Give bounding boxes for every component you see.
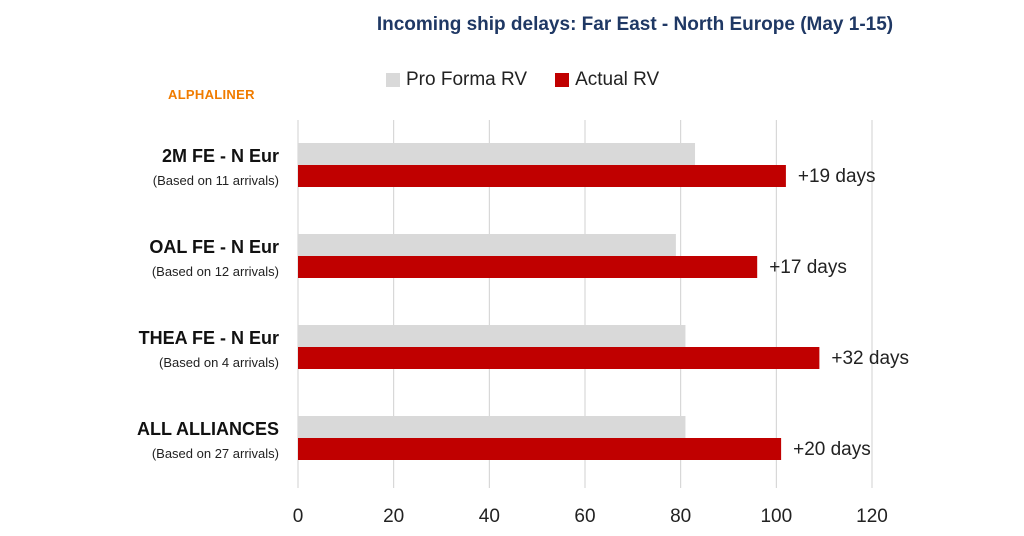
bar-pro-forma bbox=[298, 416, 686, 438]
bar-actual bbox=[298, 256, 758, 278]
category-label: OAL FE - N Eur bbox=[149, 237, 279, 257]
category-note: (Based on 11 arrivals) bbox=[153, 173, 279, 188]
x-tick-label: 0 bbox=[293, 506, 304, 527]
legend-label-actual: Actual RV bbox=[575, 69, 660, 90]
bar-pro-forma bbox=[298, 143, 696, 165]
bar-actual bbox=[298, 438, 782, 460]
x-tick-label: 120 bbox=[856, 506, 888, 527]
brand-logo-text: ALPHALINER bbox=[168, 87, 255, 102]
x-tick-label: 100 bbox=[760, 506, 792, 527]
bar-pro-forma bbox=[298, 234, 676, 256]
bar-actual bbox=[298, 347, 820, 369]
legend-swatch-actual bbox=[555, 73, 570, 87]
legend-swatch-pro-forma bbox=[386, 73, 400, 87]
x-tick-label: 20 bbox=[383, 506, 404, 527]
data-label: +19 days bbox=[798, 166, 876, 187]
legend-item-actual: Actual RV bbox=[555, 69, 659, 91]
legend: Pro Forma RV Actual RV bbox=[386, 69, 659, 91]
category-label: THEA FE - N Eur bbox=[139, 328, 279, 348]
legend-label-pro-forma: Pro Forma RV bbox=[406, 69, 528, 90]
bar-actual bbox=[298, 165, 786, 187]
bar-pro-forma bbox=[298, 325, 686, 347]
data-label: +32 days bbox=[831, 348, 909, 369]
category-label: 2M FE - N Eur bbox=[162, 146, 279, 166]
category-label: ALL ALLIANCES bbox=[137, 419, 279, 439]
x-tick-label: 40 bbox=[479, 506, 500, 527]
category-note: (Based on 4 arrivals) bbox=[159, 355, 279, 370]
legend-item-pro-forma: Pro Forma RV bbox=[386, 69, 527, 91]
category-note: (Based on 12 arrivals) bbox=[152, 264, 279, 279]
data-label: +17 days bbox=[769, 257, 847, 278]
data-label: +20 days bbox=[793, 439, 871, 460]
chart-title: Incoming ship delays: Far East - North E… bbox=[376, 14, 894, 35]
x-tick-label: 80 bbox=[670, 506, 691, 527]
category-note: (Based on 27 arrivals) bbox=[152, 446, 279, 461]
x-tick-label: 60 bbox=[574, 506, 595, 527]
